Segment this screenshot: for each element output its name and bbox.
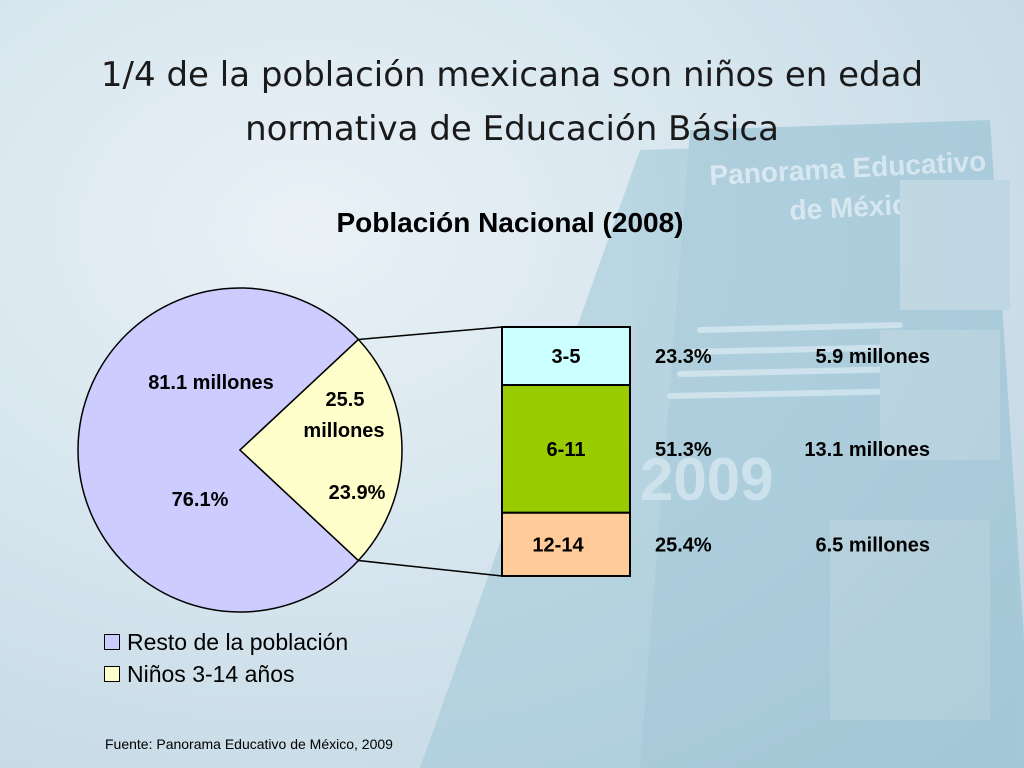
- bar-percent-label-6-11: 51.3%: [655, 439, 712, 461]
- bar-category-label-3-5: 3-5: [552, 346, 581, 368]
- legend-swatch-ninos: [104, 666, 120, 682]
- bar-category-label-12-14: 12-14: [532, 534, 584, 556]
- pie-chart: [77, 287, 403, 613]
- legend-item-ninos: Niños 3-14 años: [104, 658, 348, 690]
- chart-title: Población Nacional (2008): [336, 207, 684, 238]
- bar-count-label-3-5: 5.9 millones: [816, 346, 931, 368]
- legend-swatch-resto: [104, 634, 120, 650]
- bar-count-label-12-14: 6.5 millones: [816, 534, 931, 556]
- bar-segment-6-11: [501, 384, 631, 514]
- legend-item-resto: Resto de la población: [104, 626, 348, 658]
- connector-top: [358, 326, 503, 341]
- bar-segment-12-14: [501, 511, 631, 578]
- bar-count-label-6-11: 13.1 millones: [804, 439, 930, 461]
- pie-slice-resto: [77, 287, 360, 613]
- legend-label-ninos: Niños 3-14 años: [127, 660, 295, 687]
- bar-percent-label-12-14: 25.4%: [655, 534, 712, 556]
- pie-label-ninos-count-line1: 25.5: [326, 389, 365, 411]
- legend: Resto de la población Niños 3-14 años: [104, 626, 348, 690]
- source-note: Fuente: Panorama Educativo de México, 20…: [105, 736, 393, 752]
- connector-bottom: [358, 559, 503, 577]
- legend-label-resto: Resto de la población: [127, 628, 349, 655]
- pie-label-ninos-count-line2: millones: [303, 420, 384, 442]
- bar-category-label-6-11: 6-11: [547, 439, 586, 461]
- svg-text:2009: 2009: [640, 446, 773, 513]
- slide-title: 1/4 de la población mexicana son niños e…: [100, 55, 924, 149]
- pie-slice-ninos: [238, 338, 403, 562]
- pie-label-resto-count: 81.1 millones: [148, 372, 274, 394]
- bar-percent-label-3-5: 23.3%: [655, 346, 712, 368]
- connector-lines: [358, 326, 503, 577]
- pie-label-resto-percent: 76.1%: [172, 489, 229, 511]
- stacked-bar-chart: [501, 326, 631, 578]
- pie-label-ninos-percent: 23.9%: [329, 482, 386, 504]
- chart-labels: 81.1 millones 76.1% 25.5 millones 23.9% 3-5 23…: [148, 346, 930, 556]
